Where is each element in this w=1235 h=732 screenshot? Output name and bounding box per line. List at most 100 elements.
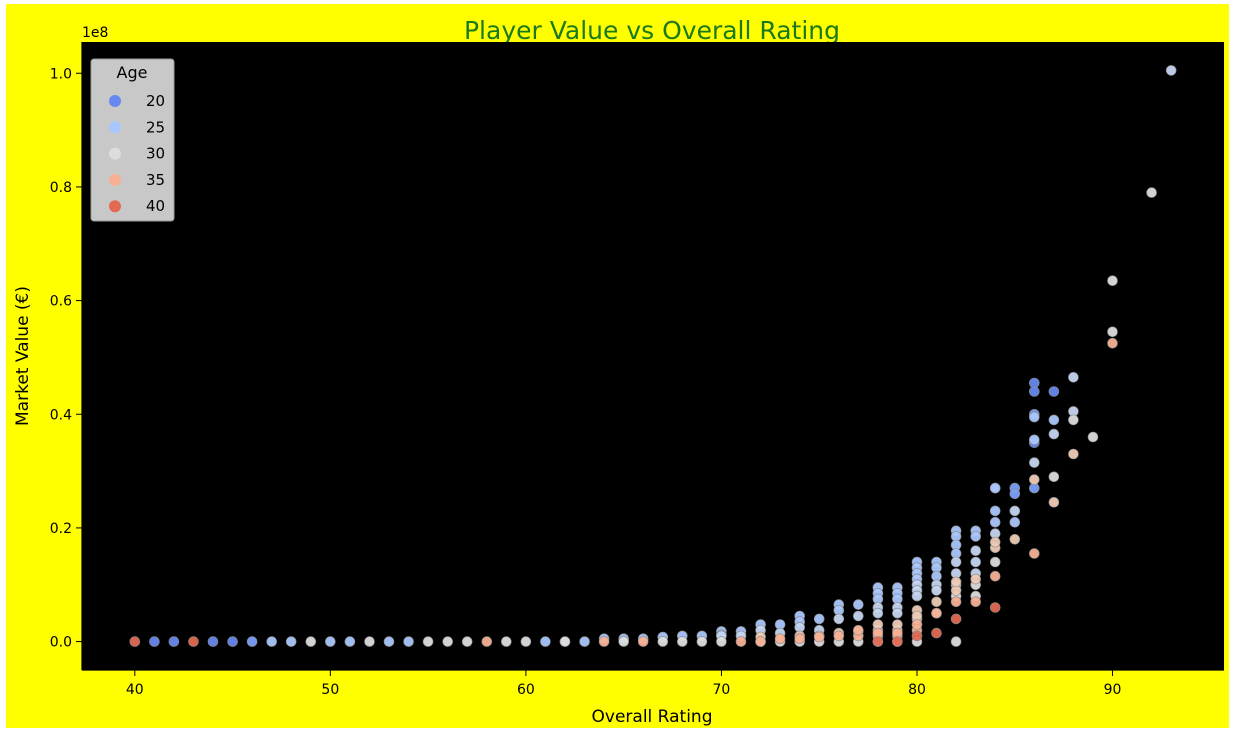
data-point [950,596,962,608]
data-point [931,607,942,619]
x-tick-label: 90 [1104,682,1122,698]
data-point [911,630,923,642]
data-point [1107,337,1118,349]
data-point [364,636,375,647]
data-point [246,636,258,647]
legend-marker [109,200,121,213]
data-point [911,590,923,602]
legend-label: 20 [146,92,165,110]
data-point [989,516,1001,528]
y-tick-label: 0.4 [50,407,72,423]
data-points [129,65,1177,647]
data-point [559,636,571,647]
data-point [266,636,278,647]
data-point [618,636,630,647]
y-tick-label: 0.8 [50,180,72,196]
x-tick-label: 40 [126,682,144,698]
y-offset-label: 1e8 [82,25,108,41]
data-point [892,636,903,647]
data-point [872,607,884,619]
plot-area [82,42,1224,670]
y-tick-label: 0.2 [50,521,72,537]
data-point [422,636,434,647]
data-point [852,624,864,636]
legend-entries: 20 25 30 35 40 [109,92,165,215]
y-tick-label: 0.0 [50,635,72,651]
legend: Age 20 25 30 35 40 [90,58,175,222]
data-point [442,636,454,647]
legend-label: 30 [146,145,165,163]
legend-title: Age [117,63,148,82]
data-point [696,636,708,647]
data-point [833,630,845,642]
chart-title: Player Value vs Overall Rating [464,16,840,45]
data-point [500,636,512,647]
data-point [598,636,610,647]
x-tick-label: 80 [908,682,926,698]
data-point [1068,448,1079,460]
y-tick-label: 1.0 [50,66,72,82]
data-point [1068,371,1079,383]
data-point [1029,457,1040,468]
legend-marker [109,95,121,107]
data-point [1009,488,1021,500]
data-point [1029,434,1040,446]
data-point [579,636,590,647]
data-point [1165,65,1177,76]
data-point [1029,548,1040,559]
data-point [403,636,414,647]
legend-label: 40 [146,197,165,215]
data-point [755,636,766,647]
data-point [285,636,297,647]
data-point [950,556,962,568]
data-point [1048,471,1060,483]
data-point [1087,431,1099,443]
data-point [950,576,962,588]
data-point [461,636,473,647]
x-tick-label: 70 [713,682,731,698]
data-point [735,636,747,647]
data-point [989,570,1001,582]
axes: 40 50 60 70 80 90 0.0 0.2 0.4 0.6 0.8 1.0 [50,42,1224,698]
data-point [970,596,982,608]
data-point [1029,411,1040,423]
data-point [852,599,864,610]
legend-marker [109,121,121,134]
data-point [911,619,923,630]
data-point [520,636,532,647]
data-point [970,556,982,568]
data-point [950,636,962,647]
data-point [383,636,395,647]
data-point [1068,414,1079,426]
legend-label: 35 [146,171,165,189]
data-point [305,636,317,647]
data-point [1048,386,1060,397]
data-point [207,636,219,647]
data-point [1009,516,1021,528]
data-point [149,636,160,647]
data-point [774,633,786,645]
data-point [872,636,884,647]
data-point [970,531,982,542]
data-point [540,636,551,647]
data-point [813,613,825,625]
legend-marker [109,147,121,160]
data-point [168,636,180,647]
legend-label: 25 [146,118,165,136]
y-axis-label: Market Value (€) [13,286,33,426]
scatter-chart: Player Value vs Overall Rating 40 50 60 70 8… [13,16,1224,727]
data-point [970,573,982,585]
data-point [794,633,806,645]
data-point [931,627,942,639]
data-point [1009,533,1021,545]
data-point [989,505,1001,517]
x-axis-label: Overall Rating [592,707,713,727]
data-point [1029,474,1040,485]
data-point [950,613,962,625]
data-point [989,602,1001,613]
data-point [227,636,238,647]
data-point [324,636,336,647]
data-point [1048,428,1060,440]
data-point [970,545,982,557]
data-point [129,636,141,647]
